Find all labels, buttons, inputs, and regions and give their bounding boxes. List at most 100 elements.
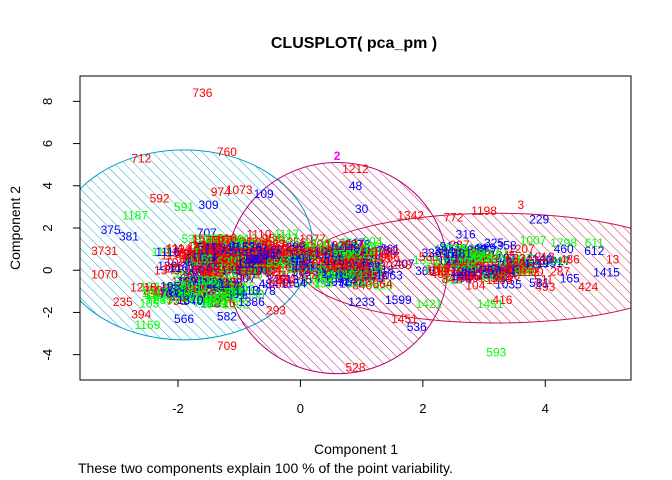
point-cloud-glyph: 1024 [242,236,269,250]
point-cloud-glyph: 1265 [171,275,198,289]
point-cloud-glyph: 804 [310,238,330,252]
point-cloud-glyph: 1178 [250,284,276,298]
point-cloud-glyph: 405 [275,275,295,289]
point-cloud-glyph: 380 [200,238,220,252]
point-cloud-glyph: 894 [292,251,312,265]
point-cloud-glyph: 604 [282,243,302,257]
point-cloud-glyph: 236 [198,259,218,273]
point-label: 30 [355,202,369,216]
point-cloud-glyph: 754 [292,264,312,278]
point-label: 1798 [550,236,577,250]
point-cloud-glyph: 374 [339,236,359,250]
point-cloud-glyph: 450 [201,270,221,284]
point-cloud-glyph: 166 [457,268,477,282]
point-label: 1370 [177,293,204,307]
cluster-number-marker: 2 [334,149,341,163]
point-cloud-glyph: 977 [338,255,358,269]
point-cloud-glyph: 1063 [376,268,403,282]
point-cloud-glyph: 1145 [196,239,222,253]
point-cloud-glyph: 484 [259,277,279,291]
point-cloud-glyph: 175 [325,254,345,268]
point-cloud-glyph: 244 [297,243,317,257]
point-cloud-glyph: 1302 [278,245,305,259]
point-cloud-glyph: 733 [277,253,297,267]
point-cloud-glyph: 868 [223,246,243,260]
point-cloud-glyph: 148 [451,269,471,283]
point-cloud-glyph: 1114 [166,242,191,256]
point-cloud-glyph: 465 [485,267,505,281]
point-cloud-glyph: 1315 [285,273,312,287]
point-cloud-glyph: 465 [220,282,240,296]
point-cloud-glyph: 364 [373,277,393,291]
point-cloud-glyph: 175 [268,253,288,267]
point-cloud-glyph: 835 [197,274,217,288]
point-cloud-glyph: 1163 [262,257,288,271]
point-cloud-glyph: 185 [272,246,292,260]
point-cloud-glyph: 1173 [203,295,229,309]
point-cloud-glyph: 1369 [526,254,553,268]
point-cloud-glyph: 384 [434,244,454,258]
point-cloud-glyph: 188 [210,252,230,266]
point-cloud-glyph: 1004 [186,264,213,278]
x-axis: -2 0 2 4 [172,379,549,416]
point-cloud-glyph: 345 [266,273,286,287]
point-cloud-glyph: 765 [233,255,253,269]
point-cloud-glyph: 560 [173,278,193,292]
point-cloud-glyph: 161 [489,246,509,260]
point-cloud-glyph: 1158 [217,275,243,289]
point-cloud-glyph: 158 [205,254,225,268]
point-cloud-glyph: 1391 [413,253,440,267]
point-cloud-glyph: 867 [484,252,504,266]
point-cloud-glyph: 1209 [197,232,224,246]
point-label: 416 [492,293,512,307]
point-cloud-glyph: 1097 [285,255,312,269]
point-cloud-glyph: 185 [219,255,239,269]
point-cloud-glyph: 1137 [219,262,245,276]
y-tick-label: 6 [40,140,55,147]
point-cloud-glyph: 358 [199,235,219,249]
point-cloud-glyph: 1164 [307,261,333,275]
point-cloud-glyph: 703 [185,279,205,293]
point-cloud-glyph: 450 [202,251,222,265]
point-cloud-glyph: 297 [345,270,365,284]
point-cloud-glyph: 818 [487,265,507,279]
point-cloud-glyph: 771 [364,240,384,254]
point-cloud-glyph: 1231 [368,247,395,261]
point-cloud-glyph: 788 [175,274,195,288]
point-cloud-glyph: 489 [445,257,465,271]
point-cloud-glyph: 401 [234,255,254,269]
point-cloud-glyph: 1349 [154,263,181,277]
point-cloud-glyph: 1054 [457,253,484,267]
point-cloud-glyph: 825 [266,251,286,265]
point-cloud-glyph: 129 [212,256,232,270]
point-cloud-glyph: 171 [163,262,183,276]
point-cloud-glyph: 312 [209,238,229,252]
point-cloud-glyph: 1160 [494,269,520,283]
point-cloud-glyph: 849 [228,254,248,268]
point-cloud-glyph: 851 [443,273,463,287]
point-cloud-glyph: 1396 [157,259,184,273]
point-cloud-glyph: 1372 [321,260,348,274]
point-cloud-glyph: 1318 [240,258,267,272]
point-label: 1386 [238,295,265,309]
point-cloud-glyph: 538 [452,265,472,279]
point-cloud-glyph: 805 [514,265,534,279]
point-cloud-glyph: 132 [165,242,185,256]
point-cloud-glyph: 1279 [238,245,265,259]
point-cloud-glyph: 959 [337,256,357,270]
point-cloud-glyph: 1349 [322,252,349,266]
point-cloud-glyph: 215 [210,290,230,304]
point-cloud-glyph: 1363 [455,269,482,283]
point-cloud-glyph: 1104 [146,287,172,301]
point-label: 486 [560,253,580,267]
point-cloud-glyph: 266 [302,252,322,266]
point-cloud-glyph: 1221 [226,245,253,259]
point-cloud-glyph: 999 [169,290,189,304]
point-cloud-glyph: 1362 [450,261,477,275]
point-cloud-glyph: 121 [328,265,348,279]
point-cloud-glyph: 244 [257,260,277,274]
point-cloud-glyph: 774 [328,255,348,269]
point-cloud-glyph: 1360 [342,257,369,271]
point-cloud-glyph: 1145 [214,246,240,260]
point-cloud-glyph: 912 [196,275,216,289]
